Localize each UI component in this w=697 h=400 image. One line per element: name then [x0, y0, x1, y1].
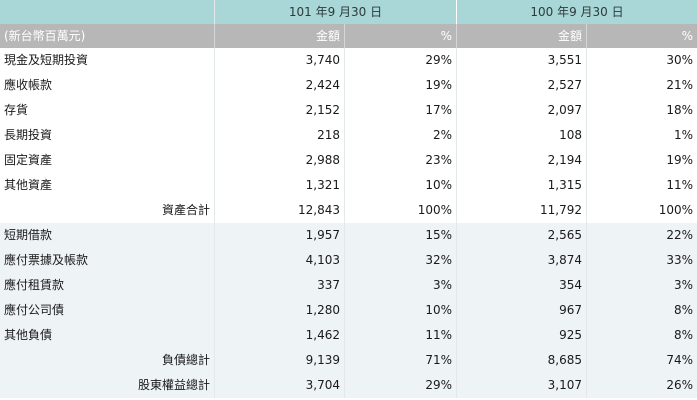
percent-prior: 100%	[658, 203, 693, 217]
percent-current: 71%	[345, 348, 457, 373]
percent-prior: 8%	[587, 323, 697, 348]
row-label: 其他負債	[0, 323, 215, 348]
percent-header-prior: %	[587, 24, 697, 48]
percent-prior: 26%	[587, 373, 697, 398]
amount-current: 3,740	[215, 48, 345, 73]
amount-current: 337	[215, 273, 345, 298]
amount-current: 3,704	[215, 373, 345, 398]
percent-header-current: %	[345, 24, 457, 48]
header-blank	[0, 0, 215, 24]
percent-current: 32%	[345, 248, 457, 273]
row-label: 長期投資	[0, 123, 215, 148]
percent-current: 10%	[345, 298, 457, 323]
percent-current: 23%	[345, 148, 457, 173]
header-period-current: 101 年9 月30 日	[215, 0, 457, 24]
amount-current: 2,152	[215, 98, 345, 123]
percent-prior: 3%	[587, 273, 697, 298]
amount-prior: 3,874	[457, 248, 587, 273]
amount-prior: 925	[457, 323, 587, 348]
amount-prior: 8,685	[457, 348, 587, 373]
percent-current: 11%	[345, 323, 457, 348]
percent-current: 3%	[345, 273, 457, 298]
percent-prior: 30%	[666, 53, 693, 67]
percent-prior: 74%	[587, 348, 697, 373]
unit-label: (新台幣百萬元)	[0, 24, 215, 48]
amount-current: 9,139	[215, 348, 345, 373]
amount-prior: 108	[457, 123, 587, 148]
amount-prior: 967	[457, 298, 587, 323]
percent-prior: 11%	[666, 178, 693, 192]
percent-current: 100%	[345, 198, 457, 223]
amount-prior: 2,097	[457, 98, 587, 123]
amount-header-current: 金額	[215, 24, 345, 48]
row-label: 股東權益總計	[0, 373, 215, 398]
percent-current: 29%	[345, 373, 457, 398]
amount-prior: 3,107	[457, 373, 587, 398]
amount-current: 1,957	[215, 223, 345, 248]
percent-prior: 19%	[666, 153, 693, 167]
percent-current: 19%	[345, 73, 457, 98]
amount-prior: 11,792	[457, 198, 587, 223]
row-label: 固定資產	[0, 148, 215, 173]
row-label: 應付租賃款	[0, 273, 215, 298]
amount-prior: 1,315	[457, 173, 587, 198]
row-label: 短期借款	[0, 223, 215, 248]
amount-prior: 2,527	[457, 73, 587, 98]
amount-prior: 3,551	[457, 48, 587, 73]
row-label: 應收帳款	[0, 73, 215, 98]
percent-prior: 33%	[587, 248, 697, 273]
row-label: 負債總計	[0, 348, 215, 373]
amount-prior: 354	[457, 273, 587, 298]
percent-prior: 8%	[587, 298, 697, 323]
percent-current: 29%	[345, 48, 457, 73]
row-label: 資產合計	[0, 198, 215, 223]
row-label: 存貨	[0, 98, 215, 123]
percent-prior: 18%	[666, 103, 693, 117]
percent-current: 2%	[345, 123, 457, 148]
amount-current: 2,424	[215, 73, 345, 98]
row-label: 現金及短期投資	[0, 48, 215, 73]
amount-current: 2,988	[215, 148, 345, 173]
header-period-prior: 100 年9 月30 日	[457, 0, 697, 24]
percent-current: 17%	[345, 98, 457, 123]
amount-current: 1,321	[215, 173, 345, 198]
amount-prior: 2,194	[457, 148, 587, 173]
amount-prior: 2,565	[457, 223, 587, 248]
row-label: 其他資產	[0, 173, 215, 198]
amount-current: 1,280	[215, 298, 345, 323]
percent-current: 15%	[345, 223, 457, 248]
amount-current: 12,843	[215, 198, 345, 223]
row-label: 應付公司債	[0, 298, 215, 323]
amount-current: 1,462	[215, 323, 345, 348]
amount-current: 218	[215, 123, 345, 148]
amount-current: 4,103	[215, 248, 345, 273]
percent-prior: 1%	[673, 128, 693, 142]
percent-prior: 22%	[587, 223, 697, 248]
amount-header-prior: 金額	[457, 24, 587, 48]
row-label: 應付票據及帳款	[0, 248, 215, 273]
percent-current: 10%	[345, 173, 457, 198]
percent-prior: 21%	[666, 78, 693, 92]
